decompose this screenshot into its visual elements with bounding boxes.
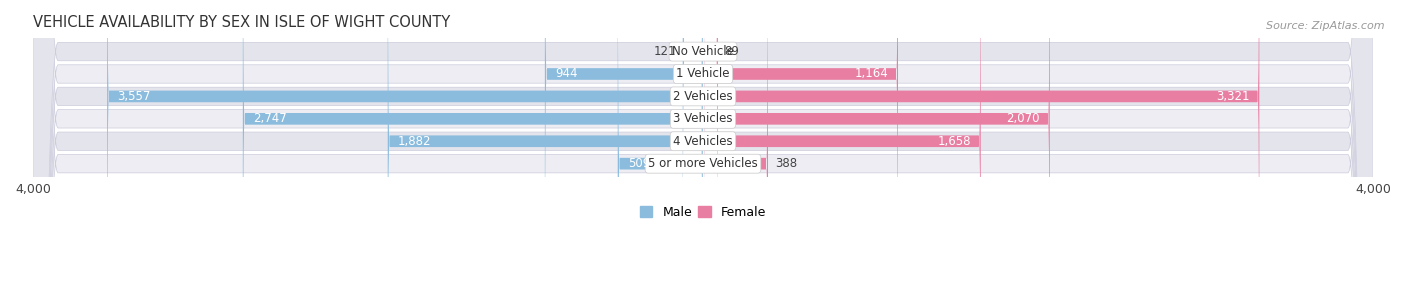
FancyBboxPatch shape <box>32 0 1374 306</box>
Text: 121: 121 <box>654 45 676 58</box>
Text: 509: 509 <box>628 157 650 170</box>
Legend: Male, Female: Male, Female <box>636 201 770 224</box>
Text: Source: ZipAtlas.com: Source: ZipAtlas.com <box>1267 21 1385 32</box>
FancyBboxPatch shape <box>32 0 1374 306</box>
Text: VEHICLE AVAILABILITY BY SEX IN ISLE OF WIGHT COUNTY: VEHICLE AVAILABILITY BY SEX IN ISLE OF W… <box>32 15 450 30</box>
Text: 2,070: 2,070 <box>1007 112 1039 125</box>
Text: 4 Vehicles: 4 Vehicles <box>673 135 733 148</box>
FancyBboxPatch shape <box>107 0 703 306</box>
Text: 5 or more Vehicles: 5 or more Vehicles <box>648 157 758 170</box>
Text: 2,747: 2,747 <box>253 112 287 125</box>
Text: 944: 944 <box>555 68 578 80</box>
Text: 388: 388 <box>775 157 797 170</box>
Text: 1 Vehicle: 1 Vehicle <box>676 68 730 80</box>
FancyBboxPatch shape <box>683 0 703 306</box>
FancyBboxPatch shape <box>703 0 768 306</box>
FancyBboxPatch shape <box>703 0 1050 306</box>
FancyBboxPatch shape <box>617 0 703 306</box>
FancyBboxPatch shape <box>388 0 703 306</box>
Text: 1,658: 1,658 <box>938 135 970 148</box>
FancyBboxPatch shape <box>32 0 1374 306</box>
Text: 3,557: 3,557 <box>117 90 150 103</box>
Text: 3 Vehicles: 3 Vehicles <box>673 112 733 125</box>
Text: No Vehicle: No Vehicle <box>672 45 734 58</box>
FancyBboxPatch shape <box>32 0 1374 306</box>
FancyBboxPatch shape <box>32 0 1374 306</box>
Text: 89: 89 <box>724 45 740 58</box>
Text: 2 Vehicles: 2 Vehicles <box>673 90 733 103</box>
FancyBboxPatch shape <box>703 0 898 306</box>
FancyBboxPatch shape <box>703 0 1260 306</box>
FancyBboxPatch shape <box>546 0 703 306</box>
FancyBboxPatch shape <box>703 0 718 306</box>
Text: 3,321: 3,321 <box>1216 90 1250 103</box>
FancyBboxPatch shape <box>243 0 703 306</box>
FancyBboxPatch shape <box>703 0 981 306</box>
Text: 1,882: 1,882 <box>398 135 432 148</box>
FancyBboxPatch shape <box>32 0 1374 306</box>
Text: 1,164: 1,164 <box>855 68 889 80</box>
